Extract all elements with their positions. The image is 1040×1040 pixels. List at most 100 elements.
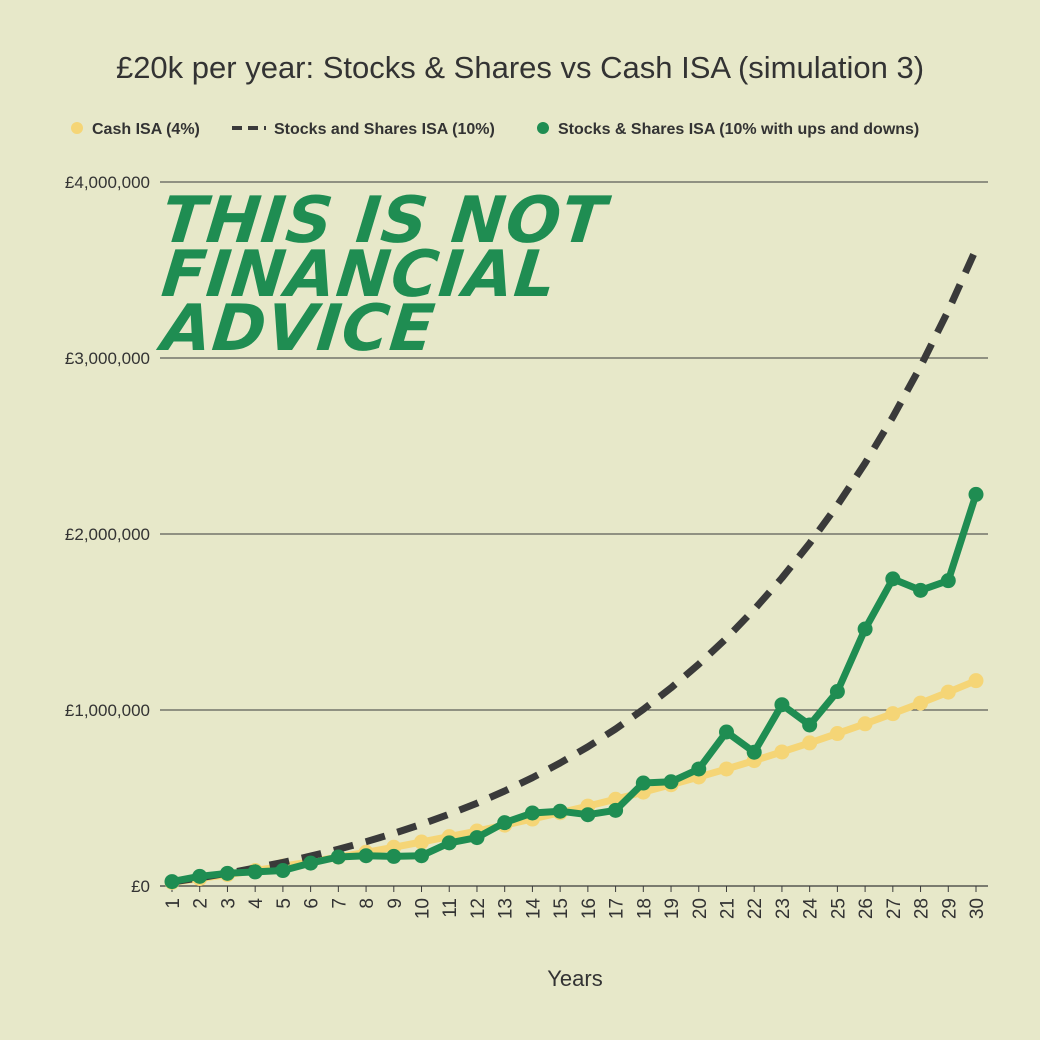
legend: Cash ISA (4%) Stocks and Shares ISA (10%)… (71, 121, 919, 138)
legend-item: Stocks and Shares ISA (10%) (232, 121, 495, 138)
x-axis-ticks: 1 2 3 4 5 6 7 8 9 10 11 12 13 14 15 16 17 18 19 20 21 22 23 24 2… (163, 886, 988, 919)
data-point (913, 695, 929, 711)
data-point (552, 803, 568, 819)
data-point (746, 744, 762, 760)
series-line (171, 493, 980, 886)
chart-title: £20k per year: Stocks & Shares vs Cash I… (116, 50, 924, 85)
data-point (802, 717, 818, 733)
series-2 (164, 486, 984, 890)
watermark-line: THIS IS NOT (158, 183, 613, 258)
x-tick-label: 29 (939, 898, 960, 919)
watermark-line: FINANCIAL (158, 237, 560, 312)
x-tick-label: 8 (357, 898, 378, 909)
data-point (497, 815, 513, 831)
x-tick-label: 28 (912, 898, 933, 919)
data-point (857, 716, 873, 732)
series-line (171, 677, 978, 886)
x-tick-label: 27 (884, 898, 905, 919)
data-point (940, 573, 956, 589)
data-point (358, 848, 374, 864)
x-tick-label: 6 (302, 898, 323, 909)
y-tick-label: £0 (131, 877, 150, 896)
data-point (469, 830, 485, 846)
x-tick-label: 11 (440, 898, 461, 918)
series-0 (164, 673, 984, 890)
legend-label: Cash ISA (4%) (92, 121, 200, 138)
y-tick-label: £4,000,000 (65, 173, 150, 192)
data-point (774, 697, 790, 713)
data-point (414, 834, 430, 850)
data-point (968, 673, 984, 689)
x-tick-label: 25 (828, 898, 849, 919)
data-point (275, 863, 291, 879)
data-point (829, 684, 845, 700)
x-tick-label: 10 (413, 898, 434, 919)
x-tick-label: 26 (856, 898, 877, 919)
data-point (303, 855, 319, 871)
data-point (608, 802, 624, 818)
data-point (718, 724, 734, 740)
x-tick-label: 9 (385, 898, 406, 909)
data-point (968, 486, 984, 502)
x-tick-label: 15 (551, 898, 572, 919)
data-point (913, 582, 929, 598)
legend-swatch (71, 122, 83, 134)
x-tick-label: 13 (496, 898, 517, 919)
x-tick-label: 12 (468, 898, 489, 919)
data-point (691, 761, 707, 777)
series-1 (171, 247, 980, 886)
x-tick-label: 1 (163, 898, 184, 909)
x-tick-label: 3 (218, 898, 239, 909)
data-point (718, 761, 734, 777)
x-tick-label: 21 (717, 898, 738, 919)
data-point (940, 684, 956, 700)
x-tick-label: 14 (523, 898, 544, 920)
legend-swatch (537, 122, 549, 134)
y-axis-ticks: £0 £1,000,000 £2,000,000 £3,000,000 £4,000,0… (65, 173, 150, 896)
data-point (441, 835, 457, 851)
x-tick-label: 30 (967, 898, 988, 919)
data-point (885, 706, 901, 722)
data-point (164, 874, 180, 890)
data-point (247, 864, 263, 880)
y-tick-label: £3,000,000 (65, 349, 150, 368)
data-point (885, 571, 901, 587)
data-point (219, 865, 235, 881)
x-tick-label: 24 (801, 898, 822, 920)
data-point (635, 775, 651, 791)
x-tick-label: 7 (329, 898, 350, 909)
x-tick-label: 4 (246, 898, 267, 909)
data-point (580, 807, 596, 823)
watermark-line: ADVICE (153, 291, 438, 366)
x-axis-title: Years (547, 966, 602, 991)
data-point (663, 774, 679, 790)
x-tick-label: 22 (745, 898, 766, 919)
legend-label: Stocks and Shares ISA (10%) (274, 121, 495, 138)
data-point (524, 805, 540, 821)
series-line (171, 247, 980, 886)
x-tick-label: 23 (773, 898, 794, 919)
x-tick-label: 2 (191, 898, 212, 909)
data-point (802, 735, 818, 751)
data-point (386, 848, 402, 864)
gridlines (160, 181, 988, 887)
x-tick-label: 20 (690, 898, 711, 919)
data-point (774, 744, 790, 760)
data-point (192, 868, 208, 884)
legend-label: Stocks & Shares ISA (10% with ups and do… (558, 121, 919, 138)
x-tick-label: 5 (274, 898, 295, 909)
legend-item: Stocks & Shares ISA (10% with ups and do… (537, 121, 919, 138)
x-tick-label: 19 (662, 898, 683, 919)
x-tick-label: 17 (607, 898, 628, 919)
series-layer (164, 247, 984, 890)
x-tick-label: 18 (634, 898, 655, 919)
data-point (414, 848, 430, 864)
data-point (330, 849, 346, 865)
data-point (829, 726, 845, 742)
data-point (857, 621, 873, 637)
legend-item: Cash ISA (4%) (71, 121, 200, 138)
x-tick-label: 16 (579, 898, 600, 919)
